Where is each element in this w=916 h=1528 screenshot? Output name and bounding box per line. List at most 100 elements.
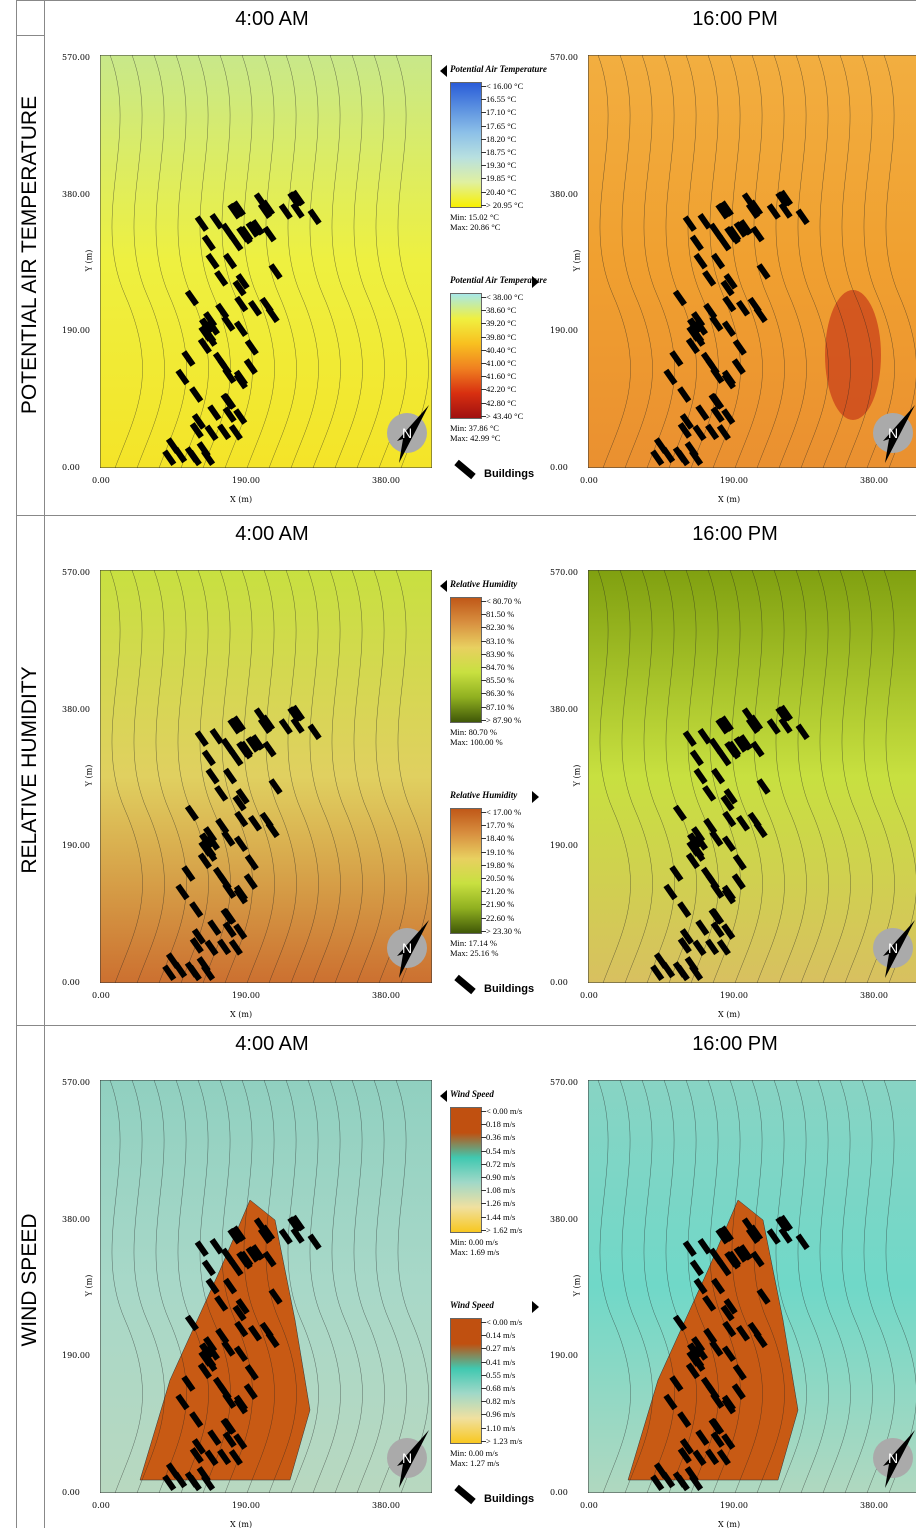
contour-line — [685, 1080, 719, 1493]
building — [685, 852, 700, 870]
building — [685, 1362, 700, 1380]
map-plot: N — [588, 55, 916, 468]
contour-line — [307, 55, 341, 468]
building — [278, 718, 293, 735]
legend-title: Relative Humidity — [450, 790, 518, 800]
building — [307, 1233, 322, 1251]
north-arrow — [397, 1430, 429, 1488]
legend-tick — [481, 601, 486, 602]
building — [212, 351, 228, 369]
building — [778, 717, 793, 734]
building — [214, 1295, 229, 1312]
building — [262, 740, 277, 758]
building — [212, 1376, 228, 1394]
legend-entry: 17.70 % — [486, 820, 515, 831]
building — [227, 717, 242, 735]
map-plot: N — [100, 1080, 432, 1493]
legend-entry: 0.55 m/s — [486, 1369, 516, 1380]
building — [682, 730, 697, 747]
building — [710, 1392, 725, 1409]
contour-line — [707, 570, 741, 983]
building — [231, 715, 246, 732]
legend-entry: 85.50 % — [486, 675, 515, 686]
building — [287, 1216, 302, 1233]
building — [290, 1227, 305, 1244]
building — [223, 1277, 238, 1295]
building — [194, 730, 209, 747]
building — [222, 1418, 237, 1435]
building — [778, 1227, 793, 1244]
legend-entry: 0.96 m/s — [486, 1409, 516, 1420]
top-border — [16, 0, 916, 1]
legend-tick — [481, 1348, 486, 1350]
building — [189, 937, 204, 954]
row-divider — [16, 515, 916, 516]
y-tick-label: 570.00 — [62, 1078, 90, 1087]
building — [703, 1327, 718, 1345]
legend-entry: 82.30 % — [486, 622, 515, 633]
contour-line — [641, 570, 675, 983]
legend-entry: 0.18 m/s — [486, 1119, 516, 1130]
building — [250, 734, 265, 751]
legend-tick — [481, 653, 486, 655]
legend-entry: > 87.90 % — [486, 714, 522, 725]
building — [197, 337, 212, 355]
legend-title: Potential Air Temperature — [450, 275, 547, 285]
building — [222, 367, 237, 384]
building — [720, 794, 735, 812]
north-label: N — [888, 425, 898, 441]
building — [703, 302, 718, 320]
north-label: N — [888, 940, 898, 956]
legend-max: Max: 100.00 % — [450, 737, 503, 747]
contour-line — [773, 570, 807, 983]
legend-entry: 0.14 m/s — [486, 1330, 516, 1341]
legend-tick — [481, 851, 486, 853]
building — [212, 866, 228, 884]
legend-entry: 81.50 % — [486, 609, 515, 620]
y-axis-label: Y (m) — [84, 249, 94, 272]
building — [245, 1246, 260, 1263]
north-label: N — [402, 1450, 412, 1466]
north-arrow — [397, 920, 429, 978]
building — [778, 704, 793, 722]
legend-tick — [481, 706, 486, 708]
legend-tick — [481, 336, 486, 338]
building — [677, 1447, 692, 1464]
legend-max: Max: 1.27 m/s — [450, 1458, 500, 1468]
building — [722, 295, 737, 313]
building — [243, 873, 258, 890]
legend-title: Wind Speed — [450, 1089, 494, 1099]
building — [222, 406, 237, 423]
building — [184, 289, 199, 307]
legend-entry: 0.36 m/s — [486, 1132, 516, 1143]
legend-tick — [481, 917, 486, 919]
legend-entry: 0.41 m/s — [486, 1356, 516, 1367]
building — [233, 320, 248, 338]
building — [189, 1411, 204, 1428]
contour-line — [285, 1080, 319, 1493]
building — [687, 1342, 702, 1359]
building — [220, 1247, 235, 1265]
building — [775, 191, 790, 208]
legend-entry: 0.68 m/s — [486, 1383, 516, 1393]
legend-entry: 42.20 °C — [486, 384, 517, 395]
building — [215, 302, 230, 320]
building — [228, 424, 243, 441]
building — [691, 330, 706, 347]
building — [233, 1345, 248, 1363]
building — [232, 794, 247, 812]
building — [677, 386, 692, 403]
contour-line — [109, 55, 143, 468]
building — [716, 1449, 731, 1466]
building — [184, 1314, 199, 1332]
contour-line — [619, 55, 653, 468]
contour-line — [131, 1080, 165, 1493]
contour-line — [197, 570, 231, 983]
contour-line — [663, 55, 697, 468]
legend-tick — [481, 86, 486, 87]
building — [245, 221, 260, 238]
building — [220, 737, 235, 755]
contour-line — [219, 1080, 253, 1493]
legend-entry: 39.80 °C — [486, 331, 517, 342]
building — [244, 854, 259, 871]
